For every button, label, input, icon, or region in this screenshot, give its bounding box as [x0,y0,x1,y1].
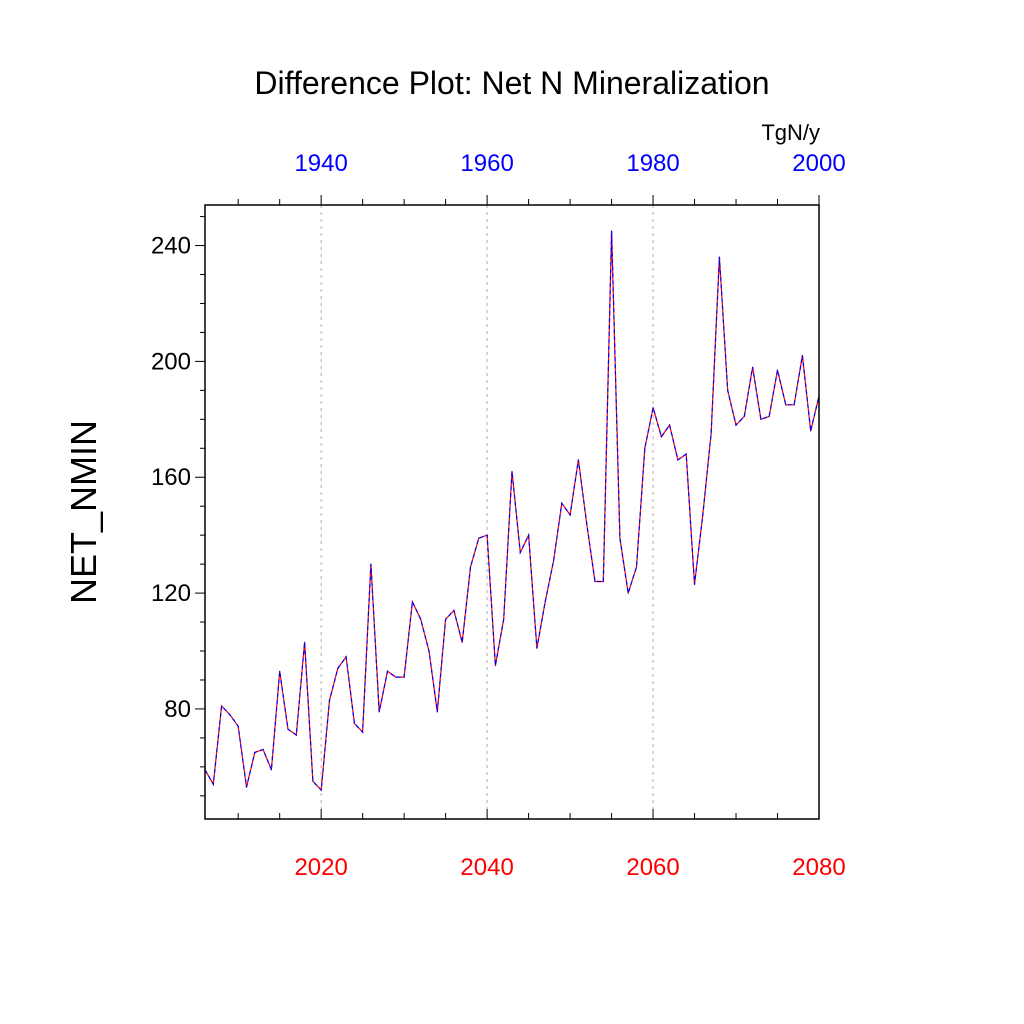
units-label: TgN/y [761,120,820,145]
data-point [635,566,638,568]
data-point [619,537,621,539]
data-point [743,415,745,418]
data-point [752,366,754,368]
data-point [544,601,546,603]
data-point [237,725,239,727]
y-tick-label: 160 [151,464,191,491]
data-point [644,447,646,449]
bottom-tick-label: 2060 [626,854,679,881]
data-point [760,418,762,420]
data-point [345,656,347,658]
data-point [337,667,339,669]
data-point [362,731,364,733]
plot-frame [204,204,820,820]
data-point [602,580,604,583]
data-point [453,609,455,612]
data-point [569,514,571,516]
data-point [303,641,306,643]
bottom-tick-label: 2080 [792,854,845,881]
data-point [586,522,588,525]
data-point [445,618,447,620]
data-point [469,566,472,568]
data-point [386,670,389,672]
bottom-tick-label: 2040 [460,854,513,881]
data-point [320,789,322,791]
data-point [810,430,812,432]
data-point [693,583,696,586]
data-point [411,601,414,603]
data-point [287,728,289,730]
data-point [685,453,687,455]
data-point [461,641,463,643]
data-point [727,389,729,391]
data-point [262,748,264,751]
data-point [561,502,563,504]
data-point [312,780,314,782]
data-point [478,537,480,539]
data-point [768,415,770,418]
data-point [677,459,679,461]
data-point [577,459,579,461]
y-tick-label: 120 [151,580,191,607]
data-point [353,722,355,725]
data-point [702,514,704,516]
data-point [594,580,596,583]
data-point [254,751,256,753]
data-point [229,714,231,716]
data-point [785,404,787,406]
data-point [735,424,737,426]
data-point [801,355,804,357]
top-tick-label: 1960 [460,150,513,177]
data-point [527,534,530,536]
data-point [279,670,281,672]
bottom-tick-label: 2020 [294,854,347,881]
data-point [503,618,505,620]
data-point [536,647,538,649]
data-point [328,699,331,701]
data-point [552,560,555,562]
plot-axes [195,195,820,820]
chart-title: Difference Plot: Net N Mineralization [254,65,769,101]
data-point [793,404,795,406]
data-point [212,783,214,785]
data-point [718,256,721,258]
data-point [436,711,438,713]
y-tick-label: 240 [151,233,191,260]
data-point [378,711,380,713]
data-point [395,676,397,678]
data-point [519,551,521,554]
y-tick-label: 80 [164,696,191,723]
data-point [776,369,779,371]
data-point [270,769,272,771]
data-point [669,424,671,426]
data-point [245,786,248,788]
data-point [511,470,513,473]
data-point [295,734,297,736]
data-point [420,618,422,620]
series-line-red [204,231,820,792]
y-axis-title: NET_NMIN [63,420,104,604]
data-point [660,436,662,438]
data-point [370,563,372,565]
data-point [220,705,223,707]
data-point [710,433,712,435]
data-point [652,407,654,409]
y-tick-label: 200 [151,348,191,375]
data-point [486,534,488,536]
top-tick-label: 1980 [626,150,679,177]
data-point [428,650,430,652]
data-point [403,676,405,678]
vertical-gridlines [320,205,654,819]
data-series [204,230,820,792]
data-point [494,664,497,667]
data-point [610,230,613,232]
series-line-blue [204,231,820,792]
top-tick-label: 1940 [294,150,347,177]
top-tick-label: 2000 [792,150,845,177]
data-point [627,592,629,594]
tick-labels: 2020 2040 2060 2080 1940 1960 1980 2000 80 120 160… [151,150,846,881]
